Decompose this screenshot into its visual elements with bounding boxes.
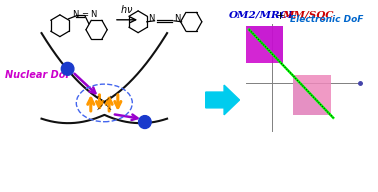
Circle shape [61,62,74,75]
Bar [293,75,331,115]
Text: Electronic DoF: Electronic DoF [290,15,363,24]
Text: $h\nu$: $h\nu$ [120,3,133,15]
Polygon shape [206,85,240,115]
Text: +: + [273,11,288,21]
Polygon shape [246,26,283,63]
Text: N: N [90,10,97,19]
Bar [246,26,283,63]
Text: N: N [148,14,155,23]
Text: N: N [72,10,79,19]
Text: Nuclear DoF: Nuclear DoF [5,70,72,80]
Text: =: = [82,10,88,19]
Circle shape [139,116,151,128]
Text: OM2/MRCI: OM2/MRCI [229,11,294,20]
Text: MM/SQC: MM/SQC [282,11,333,20]
Text: N: N [174,14,180,23]
Polygon shape [293,75,331,115]
